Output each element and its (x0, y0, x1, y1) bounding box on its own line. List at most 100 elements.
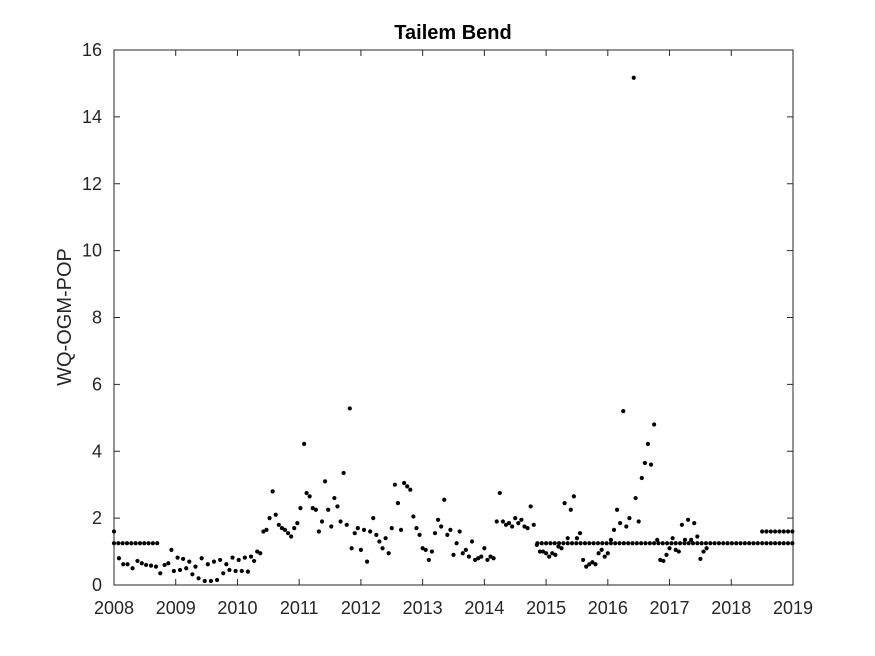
data-point (392, 482, 397, 487)
data-point (565, 536, 570, 541)
data-point (139, 561, 144, 566)
data-point (332, 495, 337, 501)
data-point (279, 526, 284, 531)
data-point (429, 549, 434, 554)
data-point (411, 514, 416, 519)
data-point (435, 517, 441, 522)
data-point (547, 554, 552, 559)
data-point (130, 566, 135, 571)
data-point (111, 529, 117, 534)
data-point (295, 521, 300, 526)
baseline-point (595, 541, 601, 546)
data-point (645, 441, 651, 446)
data-point (537, 549, 543, 554)
x-axis-ticks: 2008 2009 2010 2011 2012 2013 2014 2015 2016 2017… (94, 50, 813, 618)
data-point (543, 551, 549, 556)
baseline-point (781, 541, 786, 546)
data-point (439, 524, 444, 529)
data-point (205, 562, 210, 567)
chart-title: Tailem Bend (394, 22, 511, 44)
baseline-point (734, 541, 739, 546)
data-point (531, 522, 536, 527)
data-point (457, 529, 462, 534)
data-point (581, 557, 586, 563)
data-point (420, 546, 425, 551)
data-point (193, 564, 198, 569)
data-point (211, 559, 217, 564)
data-point (341, 470, 346, 476)
data-point (221, 571, 226, 576)
data-point (442, 497, 447, 502)
data-point (236, 557, 241, 563)
data-point (473, 557, 478, 563)
data-point (380, 546, 385, 551)
data-point (383, 536, 388, 541)
baseline-point (772, 541, 778, 546)
data-point (364, 559, 370, 564)
baseline-point (664, 541, 670, 546)
data-point (307, 494, 312, 499)
baseline-point-raised (760, 529, 765, 534)
data-point (661, 558, 666, 564)
baseline-point-raised (777, 529, 782, 534)
baseline-point (116, 541, 121, 546)
data-point (652, 422, 657, 427)
data-point (289, 534, 294, 539)
data-point (408, 487, 413, 492)
data-point (596, 551, 601, 556)
data-point (196, 576, 201, 581)
data-point (208, 578, 214, 584)
data-point (584, 564, 589, 569)
data-point (516, 521, 521, 526)
data-points (111, 75, 795, 584)
y-tick-label: 14 (82, 107, 102, 127)
data-point (685, 517, 691, 522)
data-point (224, 562, 229, 567)
data-point (313, 507, 318, 512)
data-point (525, 526, 530, 531)
data-point (423, 547, 428, 552)
data-point (398, 527, 404, 532)
data-point (614, 507, 620, 512)
data-point (587, 562, 592, 567)
data-point (371, 516, 376, 521)
data-point (169, 547, 174, 552)
data-point (352, 531, 357, 536)
data-point (556, 544, 561, 549)
data-point (316, 529, 322, 534)
baseline-point (634, 541, 639, 546)
baseline-point (721, 541, 726, 546)
data-point (522, 524, 527, 529)
data-point (506, 521, 512, 526)
data-point (540, 549, 546, 554)
data-point (347, 406, 352, 411)
baseline-point (695, 541, 700, 546)
data-point (608, 537, 614, 542)
data-point (639, 475, 644, 481)
data-point (463, 547, 468, 552)
data-point (593, 562, 598, 567)
data-point (682, 537, 688, 542)
data-point (338, 519, 343, 524)
baseline-point-raised (790, 529, 795, 534)
data-point (676, 549, 681, 554)
data-point (158, 571, 163, 576)
baseline-point (124, 541, 130, 546)
x-tick-label: 2019 (773, 598, 813, 618)
baseline-point (621, 541, 626, 546)
baseline-point (556, 541, 562, 546)
baseline-point (755, 541, 760, 546)
data-point (302, 441, 307, 446)
baseline-point (643, 541, 648, 546)
data-point (454, 541, 459, 546)
y-tick-label: 16 (82, 40, 102, 60)
y-axis-ticks: 0 2 4 6 8 10 12 14 16 (82, 40, 793, 595)
baseline-point (543, 541, 549, 546)
baseline-point (790, 541, 795, 546)
baseline-point (751, 541, 756, 546)
data-point (177, 567, 183, 573)
x-tick-label: 2017 (650, 598, 690, 618)
data-point (361, 527, 367, 532)
data-point (292, 526, 297, 531)
data-point (264, 527, 269, 532)
